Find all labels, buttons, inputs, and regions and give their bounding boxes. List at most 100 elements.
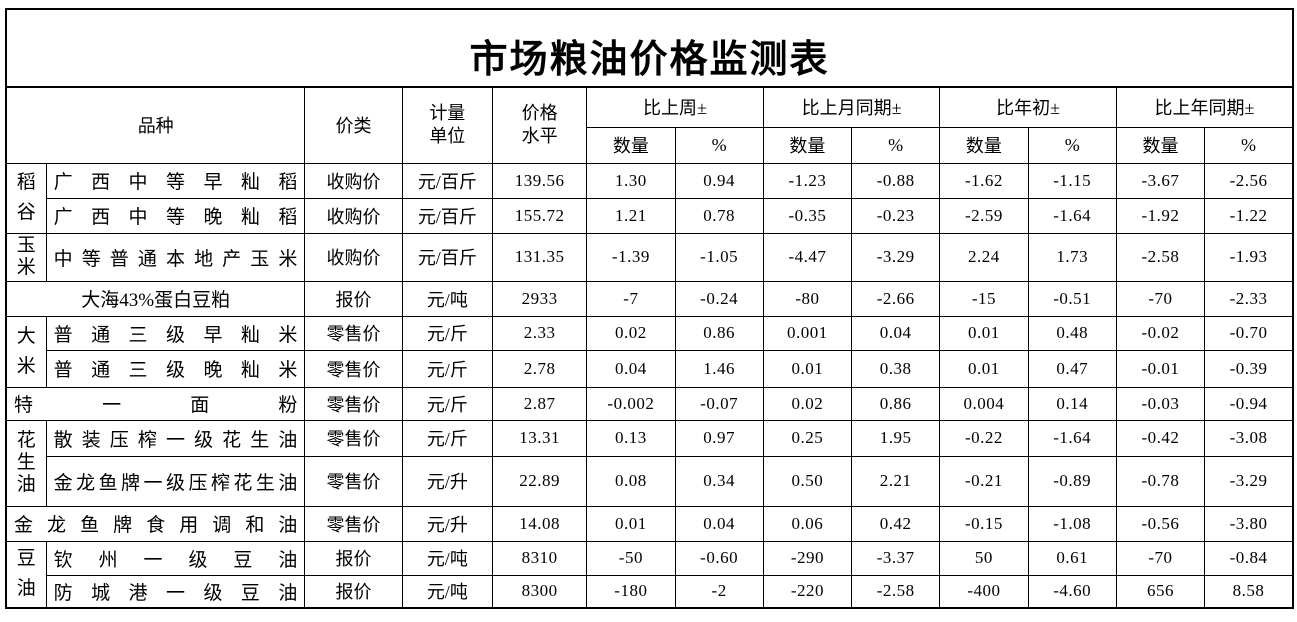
title-row: 市场粮油价格监测表 xyxy=(5,8,1294,88)
value-cell: 0.001 xyxy=(762,315,853,351)
value-cell: 2.21 xyxy=(851,455,941,507)
sub-header-qty: 数量 xyxy=(939,126,1029,164)
value-cell: -80 xyxy=(762,280,853,317)
value-cell: 656 xyxy=(1115,574,1206,609)
price-type-cell: 报价 xyxy=(304,540,403,576)
table-row: 广西中等晚籼稻 收购价 元/百斤 155.72 1.21 0.78 -0.35 … xyxy=(6,197,1294,234)
value-cell: 2.24 xyxy=(939,232,1029,282)
value-cell: 0.13 xyxy=(586,419,676,457)
value-cell: 1.30 xyxy=(586,162,676,199)
col-header-vs-last-year: 比上年同期± xyxy=(1115,86,1294,128)
sub-header-qty: 数量 xyxy=(1115,126,1206,164)
value-cell: 0.08 xyxy=(586,455,676,507)
price-level-cell: 2.87 xyxy=(491,386,588,421)
value-cell: -0.002 xyxy=(586,386,676,421)
value-cell: -3.29 xyxy=(851,232,941,282)
value-cell: -290 xyxy=(762,540,853,576)
table-row: 防城港一级豆油 报价 元/吨 8300 -180 -2 -220 -2.58 -… xyxy=(6,574,1294,609)
value-cell: 0.04 xyxy=(851,315,941,351)
price-type-cell: 报价 xyxy=(304,280,403,317)
price-level-cell: 8300 xyxy=(491,574,588,609)
value-cell: 8.58 xyxy=(1204,574,1294,609)
value-cell: 0.94 xyxy=(674,162,764,199)
table-row: 金龙鱼牌食用调和油 零售价 元/升 14.08 0.01 0.04 0.06 0… xyxy=(5,505,1294,542)
item-name: 广西中等晚籼稻 xyxy=(45,197,306,234)
table-row: 玉米 中等普通本地产玉米 收购价 元/百斤 131.35 -1.39 -1.05… xyxy=(5,232,1294,282)
value-cell: -2.59 xyxy=(939,197,1029,234)
table-row: 大米 普通三级早籼米 零售价 元/斤 2.33 0.02 0.86 0.001 … xyxy=(5,315,1294,388)
unit-cell: 元/斤 xyxy=(401,386,493,421)
value-cell: -0.22 xyxy=(939,419,1029,457)
value-cell: -0.07 xyxy=(674,386,764,421)
table-row: 普通三级晚籼米 零售价 元/斤 2.78 0.04 1.46 0.01 0.38… xyxy=(6,349,1294,388)
value-cell: -1.64 xyxy=(1027,419,1117,457)
item-name: 防城港一级豆油 xyxy=(45,574,306,609)
price-type-cell: 报价 xyxy=(304,574,403,609)
item-name: 金龙鱼牌食用调和油 xyxy=(5,505,306,542)
value-cell: 1.46 xyxy=(674,349,764,388)
value-cell: -1.22 xyxy=(1204,197,1294,234)
value-cell: 1.21 xyxy=(586,197,676,234)
table-row: 大海43%蛋白豆粕 报价 元/吨 2933 -7 -0.24 -80 -2.66… xyxy=(5,280,1294,317)
col-header-vs-year-start: 比年初± xyxy=(939,86,1117,128)
price-level-cell: 2.78 xyxy=(491,349,588,388)
col-header-unit-line1: 计量 xyxy=(429,102,466,123)
value-cell: -2 xyxy=(674,574,764,609)
value-cell: -4.60 xyxy=(1027,574,1117,609)
value-cell: -1.62 xyxy=(939,162,1029,199)
price-type-cell: 零售价 xyxy=(304,419,403,457)
item-name: 大海43%蛋白豆粕 xyxy=(5,280,306,317)
col-header-unit-line2: 单位 xyxy=(429,126,466,147)
price-type-cell: 收购价 xyxy=(304,162,403,199)
value-cell: -3.08 xyxy=(1204,419,1294,457)
value-cell: -400 xyxy=(939,574,1029,609)
value-cell: -1.05 xyxy=(674,232,764,282)
page-title: 市场粮油价格监测表 xyxy=(5,8,1294,88)
value-cell: -2.33 xyxy=(1204,280,1294,317)
value-cell: -0.84 xyxy=(1204,540,1294,576)
value-cell: -70 xyxy=(1115,280,1206,317)
value-cell: 0.86 xyxy=(851,386,941,421)
price-level-cell: 131.35 xyxy=(491,232,588,282)
value-cell: 0.02 xyxy=(762,386,853,421)
value-cell: 0.48 xyxy=(1027,315,1117,351)
value-cell: -180 xyxy=(586,574,676,609)
table-row: 花生油 散装压榨一级花生油 零售价 元/斤 13.31 0.13 0.97 0.… xyxy=(5,419,1294,507)
value-cell: -15 xyxy=(939,280,1029,317)
price-level-cell: 2933 xyxy=(491,280,588,317)
value-cell: -1.08 xyxy=(1027,505,1117,542)
value-cell: 0.42 xyxy=(851,505,941,542)
price-level-cell: 22.89 xyxy=(491,455,588,507)
value-cell: 50 xyxy=(939,540,1029,576)
value-cell: -0.15 xyxy=(939,505,1029,542)
price-type-cell: 零售价 xyxy=(304,349,403,388)
value-cell: -3.37 xyxy=(851,540,941,576)
item-name: 金龙鱼牌一级压榨花生油 xyxy=(45,455,306,507)
value-cell: -0.78 xyxy=(1115,455,1206,507)
col-header-level-line1: 价格 xyxy=(521,102,558,123)
value-cell: 0.97 xyxy=(674,419,764,457)
value-cell: -50 xyxy=(586,540,676,576)
value-cell: -3.29 xyxy=(1204,455,1294,507)
value-cell: -1.64 xyxy=(1027,197,1117,234)
price-table: 市场粮油价格监测表 品种 价类 计量 单位 价格 水平 比上周± 比上月同期± … xyxy=(5,8,1294,609)
col-header-level-line2: 水平 xyxy=(521,126,558,147)
col-header-vs-last-week: 比上周± xyxy=(586,86,764,128)
value-cell: -0.56 xyxy=(1115,505,1206,542)
value-cell: 0.78 xyxy=(674,197,764,234)
sub-header-pct: % xyxy=(674,126,764,164)
value-cell: -0.03 xyxy=(1115,386,1206,421)
price-type-cell: 零售价 xyxy=(304,455,403,507)
unit-cell: 元/百斤 xyxy=(401,162,493,199)
value-cell: -0.94 xyxy=(1204,386,1294,421)
value-cell: -2.56 xyxy=(1204,162,1294,199)
value-cell: 0.01 xyxy=(939,349,1029,388)
price-level-cell: 2.33 xyxy=(491,315,588,351)
value-cell: -0.70 xyxy=(1204,315,1294,351)
value-cell: -1.93 xyxy=(1204,232,1294,282)
unit-cell: 元/百斤 xyxy=(401,197,493,234)
unit-cell: 元/斤 xyxy=(401,349,493,388)
value-cell: 0.34 xyxy=(674,455,764,507)
value-cell: 0.47 xyxy=(1027,349,1117,388)
value-cell: -4.47 xyxy=(762,232,853,282)
